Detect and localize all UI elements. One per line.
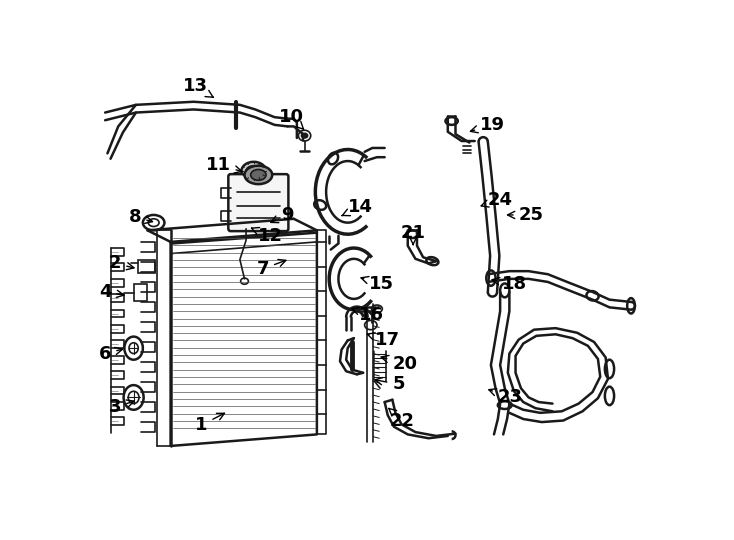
- Ellipse shape: [128, 392, 139, 403]
- Ellipse shape: [241, 162, 266, 180]
- Ellipse shape: [244, 166, 272, 184]
- Text: 17: 17: [367, 332, 399, 349]
- Ellipse shape: [251, 170, 266, 180]
- Text: 2: 2: [109, 254, 134, 273]
- Text: 23: 23: [489, 388, 523, 407]
- Text: 22: 22: [389, 408, 415, 429]
- Text: 20: 20: [381, 355, 418, 373]
- Text: 25: 25: [507, 206, 544, 224]
- Ellipse shape: [129, 343, 138, 354]
- Bar: [138, 260, 155, 273]
- Text: 9: 9: [271, 206, 293, 224]
- Text: 14: 14: [342, 198, 373, 216]
- Text: 4: 4: [99, 283, 124, 301]
- Ellipse shape: [123, 385, 144, 410]
- Ellipse shape: [143, 215, 164, 231]
- Text: 3: 3: [109, 399, 134, 416]
- Ellipse shape: [241, 278, 248, 284]
- Text: 19: 19: [470, 116, 505, 134]
- Text: 24: 24: [482, 191, 513, 208]
- Text: 11: 11: [206, 156, 242, 174]
- Text: 16: 16: [352, 306, 384, 324]
- Text: 1: 1: [195, 413, 225, 434]
- Ellipse shape: [246, 166, 261, 177]
- Text: 6: 6: [99, 345, 123, 362]
- Ellipse shape: [124, 336, 143, 360]
- Ellipse shape: [446, 117, 458, 125]
- Text: 21: 21: [401, 224, 426, 245]
- Text: 12: 12: [252, 227, 283, 245]
- Ellipse shape: [498, 401, 512, 409]
- Text: 7: 7: [257, 259, 286, 278]
- Text: 15: 15: [361, 275, 394, 293]
- Text: 5: 5: [375, 375, 405, 393]
- Ellipse shape: [299, 130, 310, 141]
- Text: 8: 8: [128, 208, 153, 226]
- Text: 18: 18: [492, 275, 527, 293]
- Ellipse shape: [302, 133, 308, 138]
- FancyBboxPatch shape: [228, 174, 288, 231]
- Ellipse shape: [148, 219, 159, 226]
- Bar: [134, 284, 148, 301]
- Text: 10: 10: [279, 108, 304, 130]
- Text: 13: 13: [183, 77, 214, 97]
